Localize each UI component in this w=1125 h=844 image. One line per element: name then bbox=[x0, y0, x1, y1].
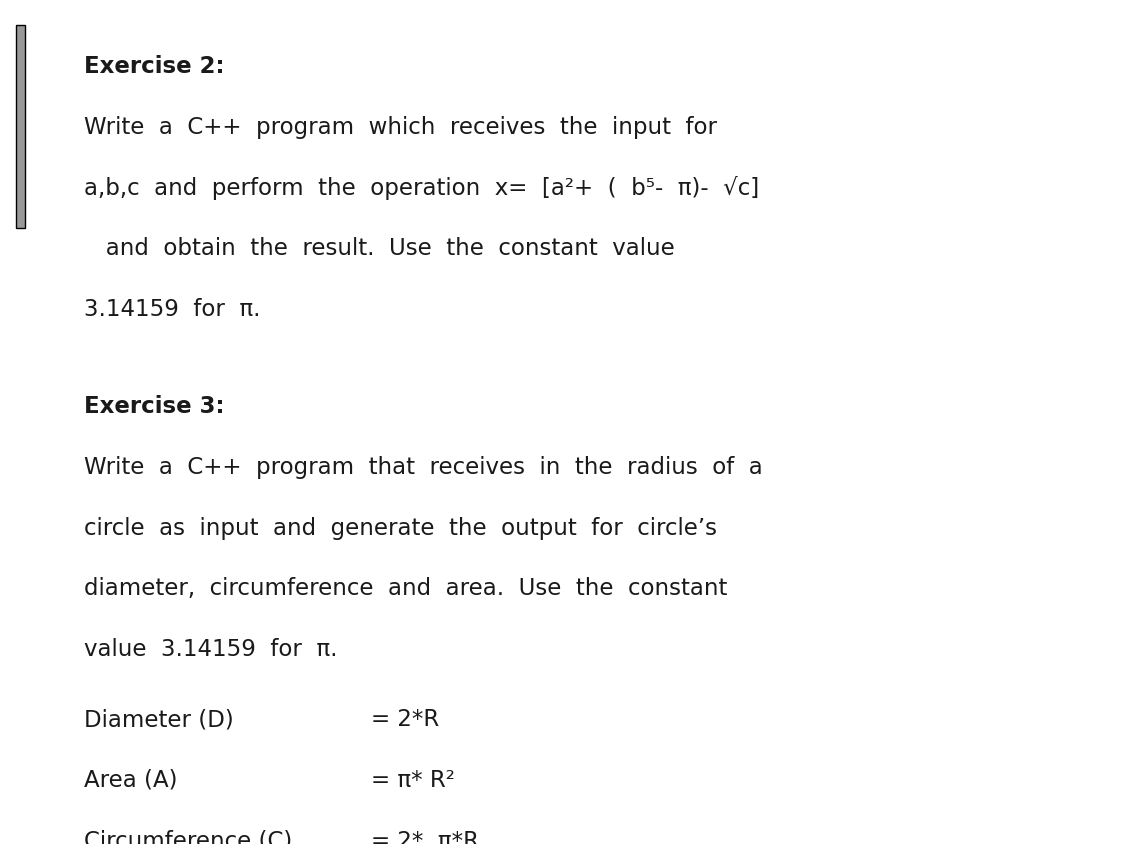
Text: Exercise 2:: Exercise 2: bbox=[84, 55, 225, 78]
Text: Area (A): Area (A) bbox=[84, 769, 178, 792]
Text: value  3.14159  for  π.: value 3.14159 for π. bbox=[84, 638, 338, 661]
Text: diameter,  circumference  and  area.  Use  the  constant: diameter, circumference and area. Use th… bbox=[84, 577, 728, 600]
Text: = 2*R: = 2*R bbox=[371, 708, 440, 731]
Text: and  obtain  the  result.  Use  the  constant  value: and obtain the result. Use the constant … bbox=[84, 237, 675, 260]
Text: = 2*  π*R: = 2* π*R bbox=[371, 830, 479, 844]
Text: a,b,c  and  perform  the  operation  x=  [a²+  (  b⁵-  π)-  √c]: a,b,c and perform the operation x= [a²+ … bbox=[84, 176, 759, 200]
Text: = π* R²: = π* R² bbox=[371, 769, 456, 792]
Text: circle  as  input  and  generate  the  output  for  circle’s: circle as input and generate the output … bbox=[84, 517, 718, 539]
Text: Circumference (C): Circumference (C) bbox=[84, 830, 292, 844]
Text: Write  a  C++  program  which  receives  the  input  for: Write a C++ program which receives the i… bbox=[84, 116, 718, 138]
Text: Diameter (D): Diameter (D) bbox=[84, 708, 234, 731]
Text: Exercise 3:: Exercise 3: bbox=[84, 395, 225, 418]
Text: 3.14159  for  π.: 3.14159 for π. bbox=[84, 298, 261, 321]
Text: Write  a  C++  program  that  receives  in  the  radius  of  a: Write a C++ program that receives in the… bbox=[84, 456, 763, 479]
